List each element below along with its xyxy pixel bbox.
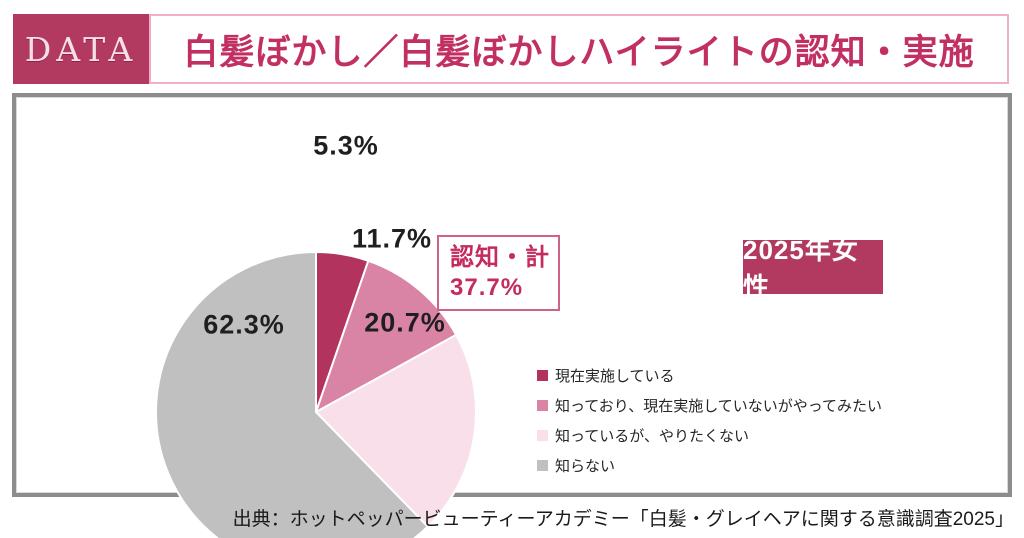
legend-swatch-slice4 bbox=[537, 459, 548, 471]
awareness-total-value: 37.7% bbox=[450, 274, 524, 301]
legend-label-slice1: 現在実施している bbox=[555, 367, 675, 385]
legend-item: 知っているが、やりたくない bbox=[537, 420, 882, 450]
group-badge-label: 2025年女性 bbox=[743, 235, 859, 302]
group-badge: 2025年女性 bbox=[743, 235, 883, 302]
legend-swatch-slice1 bbox=[537, 369, 548, 381]
pie-slice-4 bbox=[155, 251, 429, 538]
pie-label-slice2: 11.7% bbox=[351, 223, 433, 254]
legend-label-slice4: 知らない bbox=[555, 457, 616, 475]
legend-swatch-slice2 bbox=[537, 399, 548, 411]
data-badge-label: DATA bbox=[24, 29, 138, 69]
chart-panel: 5.3% 11.7% 20.7% 62.3% 認知・計 37.7% 2025年女… bbox=[12, 93, 1012, 538]
data-badge: DATA bbox=[13, 14, 149, 84]
pie-chart bbox=[155, 251, 477, 538]
legend-label-slice3: 知っているが、やりたくない bbox=[555, 427, 749, 445]
source-credit: 出典：ホットペッパービューティーアカデミー「白髪・グレイヘアに関する意識調査20… bbox=[232, 509, 1014, 530]
legend-label-slice2: 知っており、現在実施していないがやってみたい bbox=[555, 397, 883, 415]
awareness-total-caption: 認知・計 bbox=[450, 244, 550, 271]
legend: 現在実施している 知っており、現在実施していないがやってみたい 知っているが、や… bbox=[537, 360, 882, 480]
legend-item: 現在実施している bbox=[537, 360, 882, 390]
title-box: 白髪ぼかし／白髪ぼかしハイライトの認知・実施 bbox=[149, 14, 1009, 84]
legend-item: 知らない bbox=[537, 450, 882, 480]
awareness-total-callout: 認知・計 37.7% bbox=[437, 235, 560, 311]
legend-item: 知っており、現在実施していないがやってみたい bbox=[537, 390, 882, 420]
pie-slice-2 bbox=[315, 259, 458, 413]
pie-slice-3 bbox=[315, 333, 477, 528]
page-title: 白髪ぼかし／白髪ぼかしハイライトの認知・実施 bbox=[183, 32, 975, 72]
pie-label-slice4: 62.3% bbox=[203, 309, 285, 340]
legend-swatch-slice3 bbox=[537, 429, 548, 441]
pie-label-slice3: 20.7% bbox=[364, 307, 446, 338]
pie-label-slice1: 5.3% bbox=[313, 130, 379, 161]
